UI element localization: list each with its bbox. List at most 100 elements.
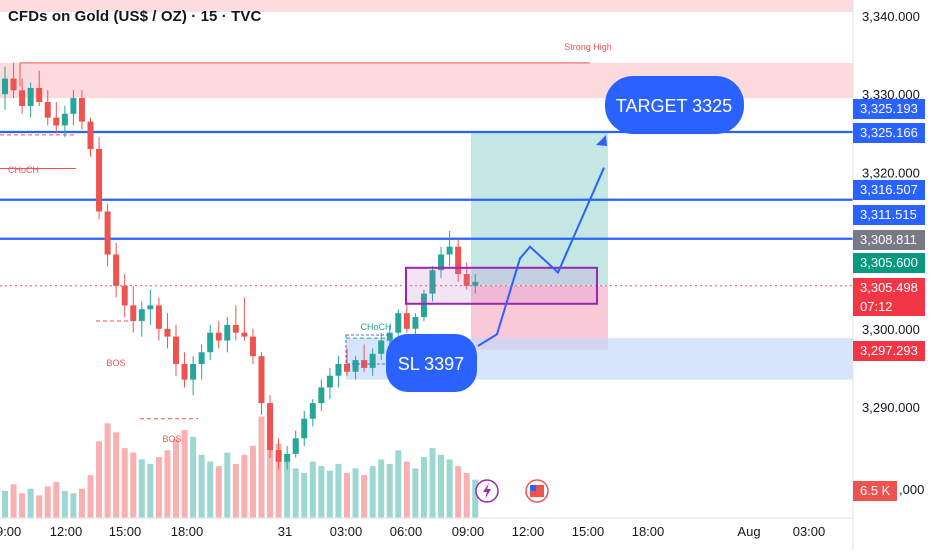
strong-high-label: Strong High [564,42,612,52]
candle-body [53,117,60,126]
x-tick-label: 09:00 [0,524,21,539]
candle-body [181,363,188,380]
candle-body [301,418,308,439]
volume-bar [2,490,8,518]
volume-bar [113,432,120,518]
volume-bar [318,466,325,518]
candle-body [198,352,205,364]
volume-bar [258,416,265,518]
volume-bar [403,461,410,518]
projected-path [477,167,605,347]
volume-bar [438,454,445,518]
volume-bar [335,463,342,518]
candle-body [96,148,103,212]
volume-bar [198,454,205,518]
x-tick-label: 31 [278,524,292,539]
projected-arrow-head [596,135,607,146]
choch-box [345,334,392,365]
us-flag-canton-icon [530,485,536,491]
candle-body [472,281,479,286]
candle-body [386,332,393,341]
candles [2,62,479,470]
volume-bar [224,452,231,518]
volume-bar [472,479,479,518]
y-tick-label: 3,330.000 [862,87,920,102]
volume-bar [87,475,94,518]
price-label: 3,305.600 [853,253,925,273]
candle-body [412,317,419,329]
candle-body [420,293,427,318]
countdown-label: 07:12 [853,298,925,316]
price-axis-bg [853,0,932,550]
candle-body [395,313,402,333]
lightning-bolt-icon [483,483,491,499]
volume-bar [121,448,128,518]
y-tick-label-3280: ,000 [899,482,925,497]
volume-bar [275,443,282,518]
volume-bar [147,463,154,518]
volume-bar [326,470,333,518]
volume-bars [2,403,479,518]
volume-bar [173,439,179,518]
candle-body [173,336,179,364]
choch-label-left: CHoCH [8,165,39,175]
candle-body [87,121,94,149]
candle-body [147,305,154,310]
zones-layer [0,0,853,380]
candle-body [207,332,214,353]
volume-bar [352,468,359,518]
candle-body [258,356,265,404]
volume-bar [96,441,103,518]
candle-body [121,285,128,306]
volume-bar [369,466,376,518]
overlays: Strong High CHoCH BOS BOS CHoCH TARGET 3325 SL… [0,42,744,503]
y-tick-label: 3,320.000 [862,165,920,180]
candle-body [164,328,171,337]
bos-label-1: BOS [106,358,125,368]
candle-body [10,78,17,91]
target-callout [605,76,744,134]
x-tick-label: 03:00 [793,524,826,539]
candle-body [438,254,445,271]
candle-body [284,453,291,462]
candle-body [326,375,333,388]
candle-body [70,98,77,114]
candle-body [104,211,111,255]
price-label: 3,311.515 [853,205,925,225]
volume-bar [412,468,419,518]
volume-bar [309,461,316,518]
x-tick-label: 15:00 [109,524,142,539]
y-tick-label: 3,290.000 [862,400,920,415]
volume-bar [27,488,34,518]
candle-body [455,246,462,275]
volume-label: 6.5 K [853,481,897,501]
candle-body [403,313,410,329]
volume-bar [249,445,256,518]
y-tick-label: 3,300.000 [862,322,920,337]
candle-body [224,324,231,341]
volume-bar [78,488,85,518]
candle-body [155,305,162,329]
x-tick-label: 12:00 [50,524,83,539]
volume-bar [267,403,274,518]
volume-bar [10,484,17,518]
volume-bar [232,463,239,518]
volume-bar [429,448,436,518]
candle-body [78,98,85,122]
choch-label-right: CHoCH [360,322,391,332]
x-tick-label: 09:00 [452,524,485,539]
price-label: 3,308.811 [853,230,925,250]
candle-body [36,87,43,103]
x-tick-label: 06:00 [390,524,423,539]
price-label: 3,325.193 [853,99,925,119]
candle-body [130,305,137,321]
target-zone [471,131,608,286]
candle-body [2,78,8,95]
price-label: 3,325.166 [853,123,925,143]
x-tick-label: 18:00 [171,524,204,539]
horizontal-levels [0,130,853,287]
x-tick-label: 03:00 [330,524,363,539]
